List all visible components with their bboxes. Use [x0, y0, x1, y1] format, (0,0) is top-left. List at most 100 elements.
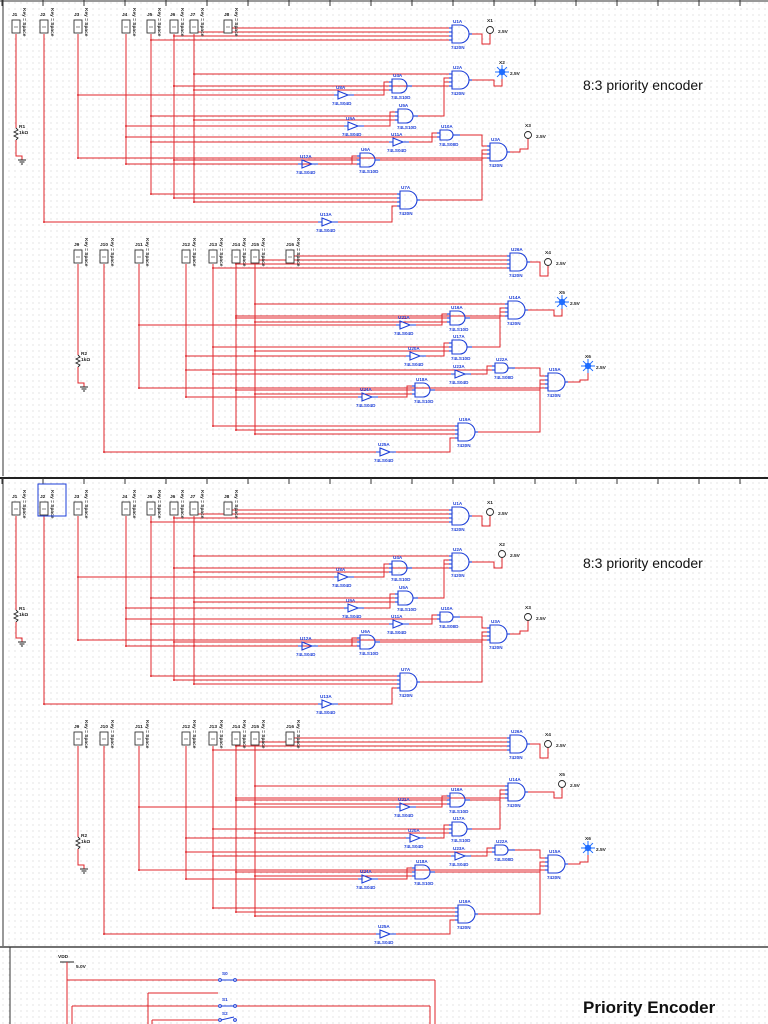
- switch-box[interactable]: [250, 731, 260, 746]
- key-switch-j8[interactable]: J8 Key = Space: [223, 8, 239, 37]
- key-switch-j16[interactable]: J16 Key = Space: [285, 238, 301, 267]
- gate-u17a: U17A 74LS10D: [449, 334, 472, 361]
- switch-box[interactable]: [121, 19, 131, 34]
- key-switch-j6[interactable]: J6 Key = Space: [169, 490, 185, 519]
- switch-box[interactable]: [73, 731, 83, 746]
- switch-box[interactable]: [11, 19, 21, 34]
- probe-x5: X5 2.5V: [558, 772, 581, 789]
- key-switch-j7[interactable]: J7 Key = Space: [189, 490, 205, 519]
- gate-u13a: U13A 74LS04D: [316, 212, 338, 233]
- section-title: Priority Encoder: [583, 998, 716, 1017]
- switch-box[interactable]: [39, 19, 49, 34]
- probe-x3: X3 2.5V: [524, 605, 547, 622]
- switch-box[interactable]: [208, 731, 218, 746]
- switch-box[interactable]: [39, 501, 49, 516]
- key-switch-j14[interactable]: J14 Key = Space: [231, 238, 247, 267]
- switch-s0[interactable]: S0: [218, 971, 237, 982]
- switch-ref: J3: [74, 494, 80, 500]
- switch-box[interactable]: [99, 731, 109, 746]
- wire: [528, 788, 563, 799]
- key-switch-j12[interactable]: J12 Key = Space: [181, 238, 197, 267]
- key-switch-j9[interactable]: J9 Key = Space: [73, 238, 89, 267]
- key-switch-j10[interactable]: J10 Key = Space: [99, 238, 115, 267]
- switch-key-label: Key = Space: [83, 720, 89, 749]
- switch-box[interactable]: [189, 19, 199, 34]
- key-switch-j11[interactable]: J11 Key = Space: [134, 238, 150, 267]
- gate-ref: U21A: [398, 797, 410, 802]
- key-switch-j3[interactable]: J3 Key = Space: [73, 490, 89, 519]
- key-switch-j12[interactable]: J12 Key = Space: [181, 720, 197, 749]
- key-switch-j15[interactable]: J15 Key = Space: [250, 720, 266, 749]
- wire: [420, 635, 487, 683]
- switch-box[interactable]: [73, 501, 83, 516]
- gate-part: 74LS10D: [414, 399, 434, 404]
- encoder-block-2: J9 Key = Space J10 Key = Space J11 Key = Spac…: [73, 238, 607, 463]
- key-switch-j1[interactable]: J1 Key = Space: [11, 490, 27, 519]
- key-switch-j4[interactable]: J4 Key = Space: [121, 490, 137, 519]
- gate-u12a: U12A 74LS04D: [296, 154, 318, 175]
- switch-box[interactable]: [169, 19, 179, 34]
- key-switch-j5[interactable]: J5 Key = Space: [146, 8, 162, 37]
- gate-ref: U8A: [336, 85, 346, 90]
- switch-box[interactable]: [285, 731, 295, 746]
- switch-box[interactable]: [223, 501, 233, 516]
- key-switch-j1[interactable]: J1 Key = Space: [11, 8, 27, 37]
- key-switch-j11[interactable]: J11 Key = Space: [134, 720, 150, 749]
- switch-ref: J9: [74, 724, 80, 730]
- key-switch-j3[interactable]: J3 Key = Space: [73, 8, 89, 37]
- switch-box[interactable]: [146, 501, 156, 516]
- key-switch-j5[interactable]: J5 Key = Space: [146, 490, 162, 519]
- switch-box[interactable]: [146, 19, 156, 34]
- probe-off-icon: [544, 740, 552, 748]
- key-switch-j6[interactable]: J6 Key = Space: [169, 8, 185, 37]
- key-switch-j9[interactable]: J9 Key = Space: [73, 720, 89, 749]
- switch-s1[interactable]: S1: [218, 997, 237, 1008]
- gate-part: 74LS04D: [387, 630, 407, 635]
- gate-ref: U11A: [391, 132, 403, 137]
- switch-box[interactable]: [208, 249, 218, 264]
- key-switch-j14[interactable]: J14 Key = Space: [231, 720, 247, 749]
- gate-ref: U12A: [300, 636, 312, 641]
- switch-box[interactable]: [285, 249, 295, 264]
- switch-box[interactable]: [181, 249, 191, 264]
- switch-box[interactable]: [181, 731, 191, 746]
- key-switch-j2[interactable]: J2 Key = Space: [39, 8, 55, 37]
- not-gate-symbol: [396, 802, 416, 812]
- key-switch-j2[interactable]: J2 Key = Space: [39, 490, 55, 519]
- switch-box[interactable]: [231, 249, 241, 264]
- switch-key-label: Key = Space: [83, 8, 89, 37]
- switch-box[interactable]: [73, 249, 83, 264]
- wire: [478, 383, 545, 433]
- key-switch-j4[interactable]: J4 Key = Space: [121, 8, 137, 37]
- switch-box[interactable]: [189, 501, 199, 516]
- key-switch-j13[interactable]: J13 Key = Space: [208, 238, 224, 267]
- switch-box[interactable]: [134, 249, 144, 264]
- key-switch-j10[interactable]: J10 Key = Space: [99, 720, 115, 749]
- gate-ref: U2A: [453, 65, 463, 70]
- switch-box[interactable]: [99, 249, 109, 264]
- key-switch-j15[interactable]: J15 Key = Space: [250, 238, 266, 267]
- switch-key-label: Key = Space: [260, 238, 266, 267]
- switch-s2[interactable]: S2: [218, 1011, 237, 1022]
- switch-box[interactable]: [134, 731, 144, 746]
- switch-box[interactable]: [223, 19, 233, 34]
- switch-box[interactable]: [169, 501, 179, 516]
- not-gate-symbol: [376, 929, 396, 939]
- switch-box[interactable]: [121, 501, 131, 516]
- switch-box[interactable]: [231, 731, 241, 746]
- key-switch-j7[interactable]: J7 Key = Space: [189, 8, 205, 37]
- key-switch-j8[interactable]: J8 Key = Space: [223, 490, 239, 519]
- switch-box[interactable]: [11, 501, 21, 516]
- gate-part: 74LS04D: [394, 813, 414, 818]
- gate-ref: U9A: [346, 116, 356, 121]
- wire: [77, 367, 85, 387]
- gate-u4a: U4A 74LS10D: [389, 555, 412, 582]
- switch-box[interactable]: [73, 19, 83, 34]
- switch-box[interactable]: [250, 249, 260, 264]
- resistor-ref: R1: [19, 606, 25, 612]
- key-switch-j13[interactable]: J13 Key = Space: [208, 720, 224, 749]
- key-switch-j16[interactable]: J16 Key = Space: [285, 720, 301, 749]
- probe-ref: X5: [559, 772, 565, 778]
- nand-gate-symbol: [399, 190, 418, 210]
- switch-lever[interactable]: [220, 1016, 235, 1021]
